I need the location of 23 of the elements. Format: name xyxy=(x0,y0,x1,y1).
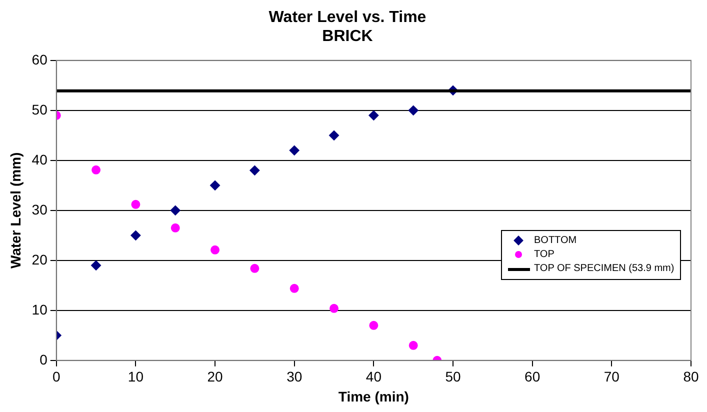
y-tick-label: 20 xyxy=(32,251,48,268)
y-tick-label: 0 xyxy=(40,351,48,368)
y-tick-label: 50 xyxy=(32,101,48,118)
y-tick-label: 40 xyxy=(32,151,48,168)
x-tick-label: 20 xyxy=(207,368,224,385)
y-tick-label: 60 xyxy=(32,51,48,68)
x-tick-label: 80 xyxy=(683,368,699,385)
y-axis-title: Water Level (mm) xyxy=(7,152,24,268)
legend-label: BOTTOM xyxy=(534,234,577,248)
x-tick-label: 60 xyxy=(524,368,540,385)
legend-label: TOP xyxy=(534,248,554,262)
x-tick-label: 30 xyxy=(286,368,302,385)
x-tick-label: 0 xyxy=(52,368,60,385)
x-tick-label: 40 xyxy=(366,368,382,385)
y-tick-label: 10 xyxy=(32,301,48,318)
chart-subtitle: BRICK xyxy=(322,28,374,46)
x-tick-label: 70 xyxy=(604,368,620,385)
x-axis-title: Time (min) xyxy=(338,388,409,404)
x-tick-label: 50 xyxy=(445,368,462,385)
chart-title: Water Level vs. Time xyxy=(268,9,426,26)
y-tick-label: 30 xyxy=(32,201,48,218)
x-tick-label: 10 xyxy=(128,368,144,385)
legend-label: TOP OF SPECIMEN (53.9 mm) xyxy=(534,262,674,276)
